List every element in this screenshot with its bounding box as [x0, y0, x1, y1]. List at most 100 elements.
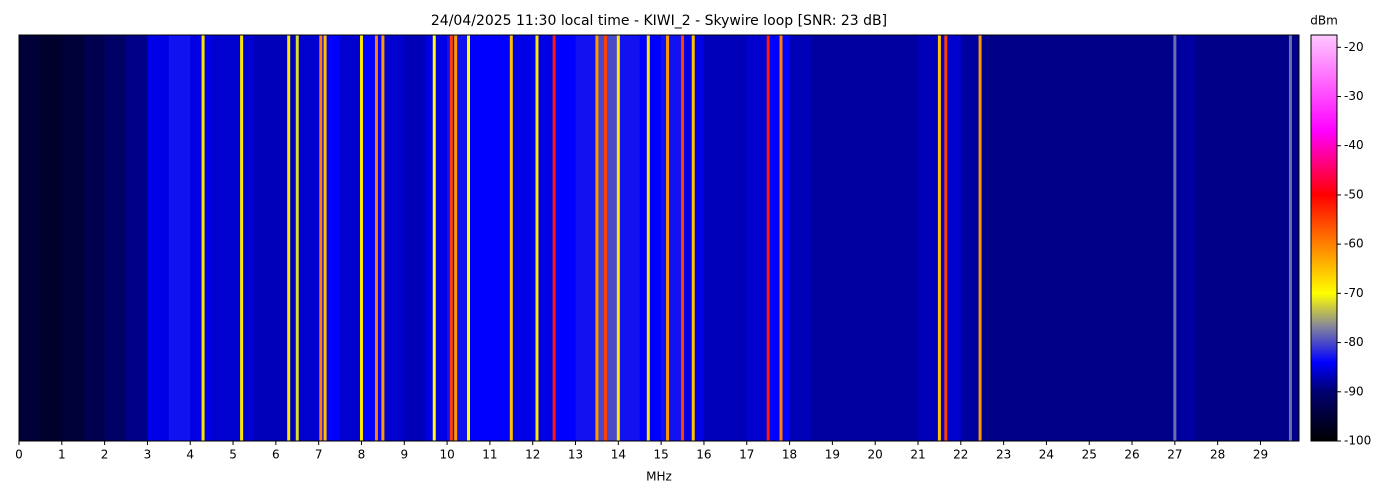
signal-line [454, 35, 458, 441]
spectrum-bin [382, 35, 405, 441]
x-tick-label: 2 [101, 448, 109, 462]
colorbar-tick-label: -40 [1344, 138, 1364, 152]
spectrum-bin [233, 35, 255, 441]
colorbar-tick-label: -50 [1344, 187, 1364, 201]
spectrum-bin [939, 35, 962, 441]
spectrum-bin [1110, 35, 1133, 441]
spectrum-bin [1025, 35, 1047, 441]
signal-line [646, 35, 650, 441]
x-tick-label: 6 [272, 448, 280, 462]
x-tick-label: 11 [482, 448, 497, 462]
colorbar-tick-label: -30 [1344, 89, 1364, 103]
spectrum-bin [1174, 35, 1197, 441]
spectrum-bin [1153, 35, 1176, 441]
spectrum-bin [746, 35, 769, 441]
spectrum-bin [104, 35, 127, 441]
x-tick-label: 21 [910, 448, 925, 462]
spectrum-bin [618, 35, 641, 441]
x-tick-label: 26 [1124, 448, 1139, 462]
signal-line [287, 35, 291, 441]
spectrum-bin [83, 35, 106, 441]
x-tick-label: 3 [144, 448, 152, 462]
signal-line [937, 35, 941, 441]
signal-line [509, 35, 513, 441]
signal-line [240, 35, 244, 441]
x-tick-label: 20 [868, 448, 883, 462]
signal-line [595, 35, 599, 441]
signal-line [944, 35, 948, 441]
spectrum-bin [789, 35, 812, 441]
signal-line [295, 35, 299, 441]
x-tick-label: 13 [568, 448, 583, 462]
spectrum-bin [340, 35, 362, 441]
spectrum-bin [190, 35, 213, 441]
spectrum-bin [40, 35, 63, 441]
spectrum-bin [126, 35, 148, 441]
x-tick-label: 28 [1210, 448, 1225, 462]
x-tick-label: 22 [953, 448, 968, 462]
signal-line [691, 35, 695, 441]
spectrum-bin [596, 35, 619, 441]
signal-line [616, 35, 620, 441]
colorbar-tick-label: -80 [1344, 335, 1364, 349]
spectrum-bin [297, 35, 320, 441]
signal-line [1288, 35, 1292, 441]
spectrum-bin [425, 35, 448, 441]
signal-line [766, 35, 770, 441]
x-tick-label: 25 [1082, 448, 1097, 462]
x-tick-label: 24 [1039, 448, 1054, 462]
signal-line [374, 35, 378, 441]
spectrum-bin [703, 35, 726, 441]
signal-line [449, 35, 453, 441]
spectrum-bin [168, 35, 191, 441]
signal-line [432, 35, 436, 441]
signal-line [552, 35, 556, 441]
x-tick-label: 9 [400, 448, 408, 462]
x-tick-label: 10 [439, 448, 454, 462]
spectrum-bin [917, 35, 940, 441]
colorbar-tick-label: -90 [1344, 384, 1364, 398]
signal-line [535, 35, 539, 441]
colorbar-tick-label: -20 [1344, 40, 1364, 54]
spectrum-bin [361, 35, 384, 441]
spectrum-bin [254, 35, 277, 441]
spectrum-bin [982, 35, 1005, 441]
spectrum-bin [575, 35, 598, 441]
spectrum-bin [1046, 35, 1069, 441]
spectrum-bin [468, 35, 491, 441]
x-tick-label: 1 [58, 448, 66, 462]
x-tick-label: 5 [229, 448, 237, 462]
spectrum-bin [275, 35, 298, 441]
colorbar-tick-label: -60 [1344, 237, 1364, 251]
plot-frame [18, 34, 1300, 442]
spectrum-bin [875, 35, 898, 441]
spectrum-bin [1067, 35, 1090, 441]
x-tick-label: 12 [525, 448, 540, 462]
signal-line [1173, 35, 1177, 441]
spectrum-bin [511, 35, 534, 441]
spectrum-bin [810, 35, 833, 441]
spectrum-bin [404, 35, 427, 441]
x-tick-label: 18 [782, 448, 797, 462]
x-tick-label: 7 [315, 448, 323, 462]
spectrum-bin [1239, 35, 1261, 441]
x-tick-label: 19 [825, 448, 840, 462]
colorbar-tick-label: -100 [1344, 434, 1371, 448]
spectrum-bin [1003, 35, 1026, 441]
spectrum-bin [61, 35, 84, 441]
spectrum-bin [1217, 35, 1240, 441]
x-tick-label: 8 [358, 448, 366, 462]
signal-line [779, 35, 783, 441]
spectrum-bin [19, 35, 41, 441]
x-tick-label: 0 [15, 448, 23, 462]
signal-line [319, 35, 323, 441]
spectrum-bin [960, 35, 983, 441]
signal-line [978, 35, 982, 441]
spectrum-bin [768, 35, 791, 441]
signal-line [201, 35, 205, 441]
x-tick-label: 23 [996, 448, 1011, 462]
spectrum-bin [725, 35, 748, 441]
spectrum-bin [832, 35, 855, 441]
spectrum-bin [1196, 35, 1219, 441]
